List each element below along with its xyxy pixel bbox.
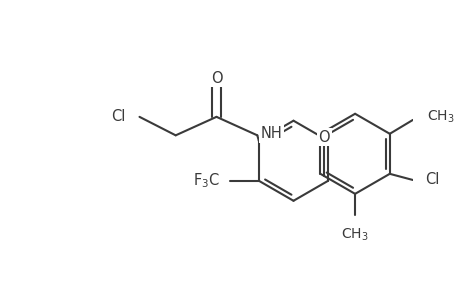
- Text: Cl: Cl: [424, 172, 439, 188]
- Text: F$_3$C: F$_3$C: [193, 171, 220, 190]
- Text: O: O: [210, 71, 222, 86]
- Text: NH: NH: [260, 126, 281, 141]
- Text: Cl: Cl: [111, 109, 125, 124]
- Text: O: O: [318, 130, 330, 145]
- Text: CH$_3$: CH$_3$: [426, 109, 453, 125]
- Text: CH$_3$: CH$_3$: [341, 226, 368, 243]
